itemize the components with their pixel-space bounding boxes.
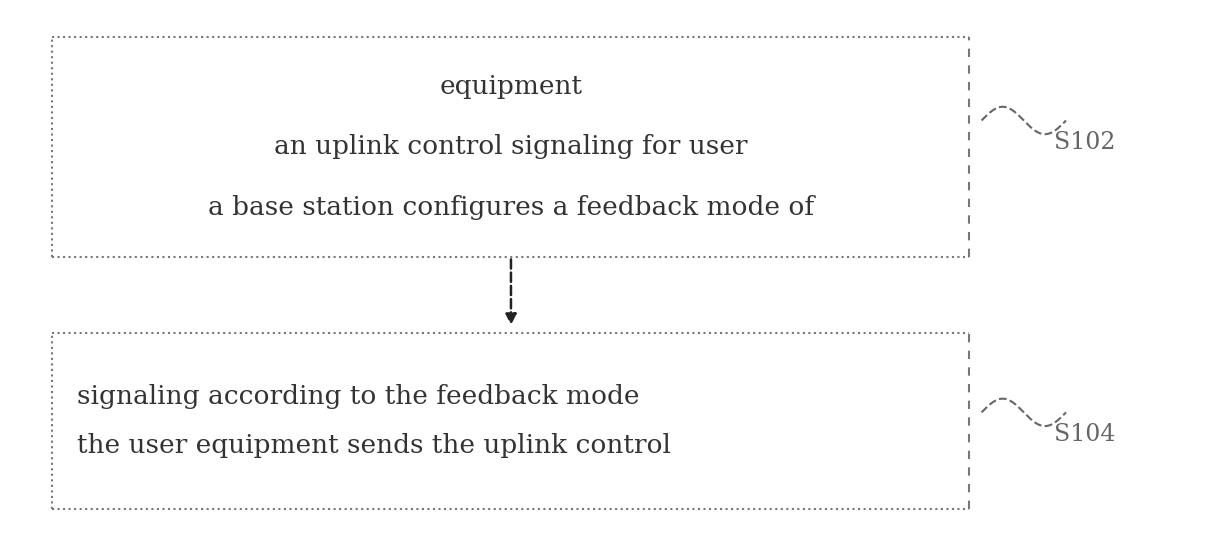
Text: a base station configures a feedback mode of: a base station configures a feedback mod… [208,195,814,219]
Text: S104: S104 [1053,423,1115,446]
Text: signaling according to the feedback mode: signaling according to the feedback mode [77,384,639,409]
Text: equipment: equipment [440,74,582,99]
Text: S102: S102 [1053,131,1115,154]
Text: an uplink control signaling for user: an uplink control signaling for user [275,134,747,159]
Text: the user equipment sends the uplink control: the user equipment sends the uplink cont… [77,433,671,458]
